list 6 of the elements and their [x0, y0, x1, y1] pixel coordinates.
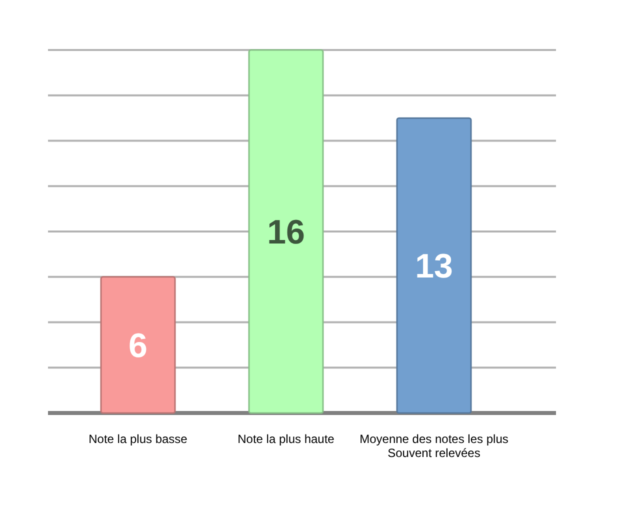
- data-label: 16: [267, 213, 305, 252]
- data-label: 13: [415, 247, 453, 286]
- x-tick-label: Moyenne des notes les plus Souvent relevées: [360, 432, 508, 460]
- x-tick-label: Note la plus haute: [238, 432, 335, 446]
- data-label: 6: [128, 326, 148, 365]
- x-tick-label: Note la plus basse: [88, 432, 188, 446]
